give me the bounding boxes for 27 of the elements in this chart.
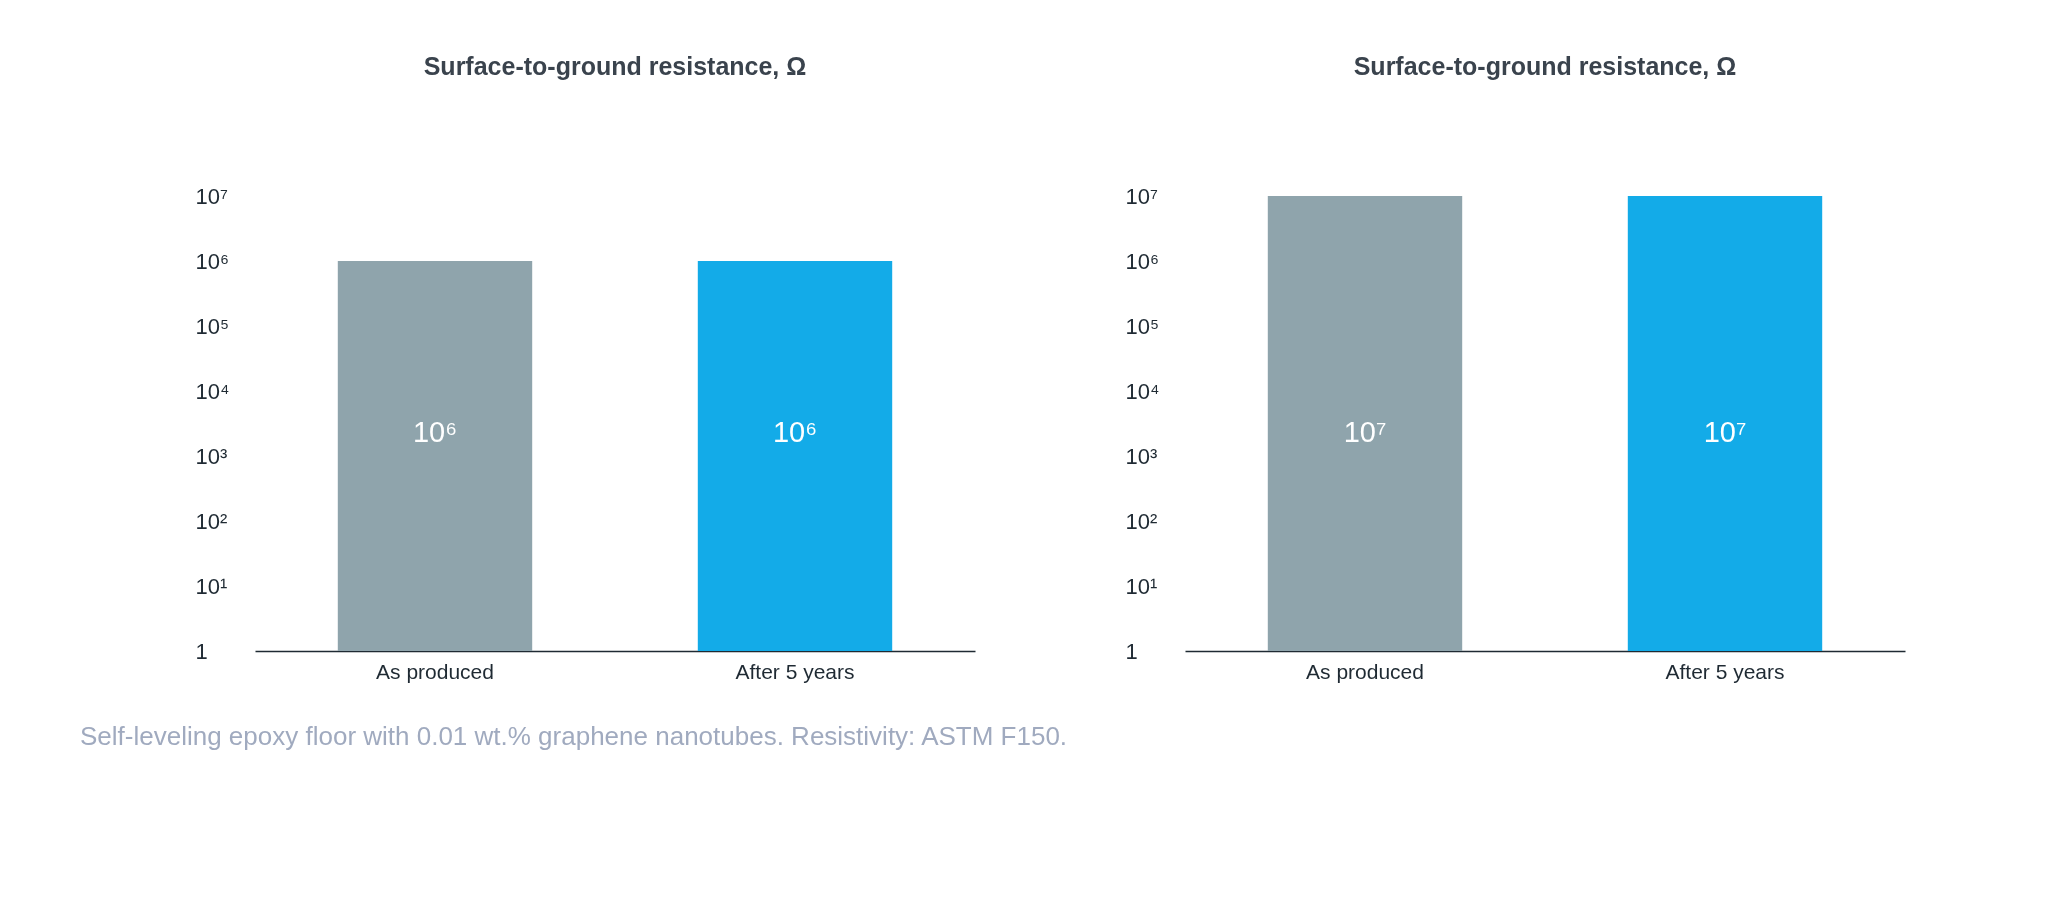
y-tick-label: 10³ — [1125, 443, 1158, 469]
data-label: 10⁷ — [1703, 415, 1747, 448]
x-tick-label: As produced — [1306, 659, 1424, 683]
data-label: 10⁶ — [772, 415, 818, 448]
y-tick-label: 10⁵ — [1125, 313, 1160, 339]
y-tick-label: 1 — [1125, 638, 1138, 664]
x-tick-label: After 5 years — [1665, 659, 1785, 683]
chart-title: Surface-to-ground resistance, Ω — [423, 52, 807, 80]
data-label: 10⁷ — [1343, 415, 1387, 448]
x-tick-label: After 5 years — [735, 659, 855, 683]
x-tick-label: As produced — [376, 659, 494, 683]
y-tick-label: 10⁷ — [195, 183, 228, 209]
data-label: 10⁶ — [412, 415, 458, 448]
y-tick-label: 10² — [195, 508, 228, 534]
y-tick-label: 10⁴ — [195, 378, 230, 404]
y-tick-label: 10¹ — [195, 573, 228, 599]
y-tick-label: 10³ — [195, 443, 228, 469]
y-tick-label: 10⁶ — [1125, 248, 1160, 274]
y-tick-label: 10⁷ — [1125, 183, 1158, 209]
chart-title: Surface-to-ground resistance, Ω — [1353, 52, 1737, 80]
y-tick-label: 10⁵ — [195, 313, 230, 339]
y-tick-label: 10⁴ — [1125, 378, 1160, 404]
y-tick-label: 10² — [1125, 508, 1158, 534]
y-tick-label: 1 — [195, 638, 208, 664]
y-tick-label: 10⁶ — [195, 248, 230, 274]
text: Self-leveling epoxy floor with 0.01 wt.% graphene nanotubes. Resistivity: ASTM F150. — [80, 721, 1069, 752]
y-tick-label: 10¹ — [1125, 573, 1158, 599]
